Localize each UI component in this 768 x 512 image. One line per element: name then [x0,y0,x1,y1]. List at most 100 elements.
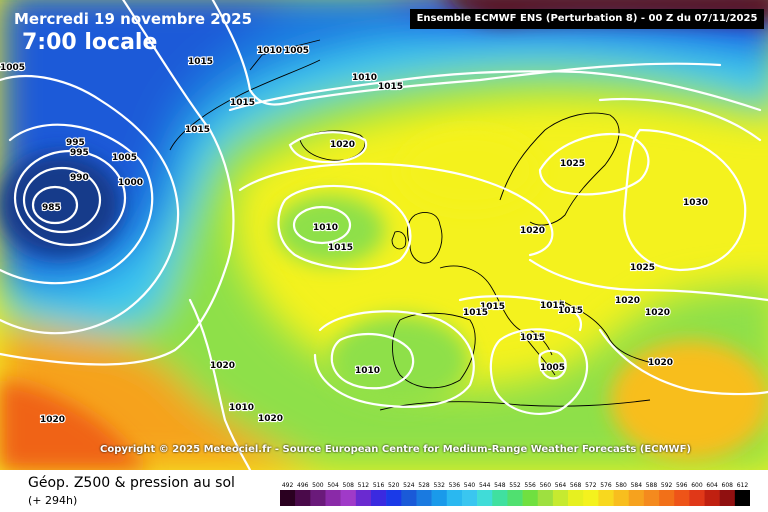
pressure-label: 1015 [185,125,210,135]
legend-label: 520 [388,482,400,489]
field-green-core-iberia [330,315,470,405]
legend-swatch [719,490,736,506]
legend-swatch [340,490,357,506]
isobar-1020-south [188,298,252,470]
coastline-british-isles [391,212,443,264]
legend-swatch [431,490,448,506]
forecast-date: Mercredi 19 novembre 2025 [14,10,253,28]
coastline-north-africa [379,399,651,411]
legend-swatch [598,490,614,506]
coastlines [169,39,661,411]
pressure-label: 1015 [540,301,565,311]
legend-label: 608 [722,482,734,489]
legend-label: 496 [297,482,309,489]
pressure-label: 1005 [540,363,565,373]
legend-label: 572 [585,482,597,489]
copyright-notice: Copyright © 2025 Meteociel.fr - Source E… [100,444,691,455]
legend-swatch [461,490,478,506]
legend-swatch [552,490,569,506]
legend-label: 524 [403,482,415,489]
legend-label: 600 [691,482,703,489]
legend-swatch [386,490,402,506]
pressure-label: 1015 [463,308,488,318]
field-orange-east [610,340,768,460]
legend-label: 560 [540,482,552,489]
isobar-1015-europe [458,295,583,332]
legend-label: 500 [312,482,324,489]
pressure-label: 1020 [210,361,235,371]
isobar-995 [13,149,127,247]
pressure-label: 1020 [520,226,545,236]
pressure-label: 1020 [330,140,355,150]
isobar-1010-atlantic [292,205,352,245]
legend-swatch [325,490,341,506]
legend-label: 576 [600,482,612,489]
legend-label: 552 [509,482,521,489]
isobars [0,0,768,470]
legend-swatch [659,490,675,506]
pressure-label: 1020 [615,296,640,306]
legend-swatch [583,490,599,506]
isobar-1020-central [238,162,554,257]
pressure-label: 1010 [355,366,380,376]
field-yellow-core-mid [400,130,540,210]
pressure-label: 995 [66,138,85,148]
legend-label: 548 [494,482,506,489]
legend-swatch [401,490,417,506]
legend-label: 536 [449,482,461,489]
legend-swatch [568,490,584,506]
pressure-label: 985 [42,203,61,213]
pressure-label: 1010 [352,73,377,83]
pressure-label: 1015 [328,243,353,253]
forecast-time: 7:00 locale [22,30,158,55]
color-legend: 492 496 500 504 508 512 516 520 524 528 532 536 540 5… [280,482,750,506]
legend-swatch [355,490,372,506]
legend-swatch [492,490,508,506]
legend-label: 492 [282,482,294,489]
isobar-1010-west [0,0,235,366]
legend-label: 508 [343,482,355,489]
legend-label: 568 [570,482,582,489]
isobar-1015-iberia [313,310,475,408]
pressure-label: 1005 [284,46,309,56]
legend-swatch [310,490,326,506]
parameter-title: Géop. Z500 & pression au sol [28,475,235,491]
isobar-1010-iberia [330,333,415,390]
pressure-label: 990 [70,173,89,183]
pressure-label: 1015 [520,333,545,343]
legend-label: 612 [737,482,749,489]
pressure-label: 1015 [558,306,583,316]
isobar-1015-west [211,0,722,106]
legend-label: 592 [661,482,673,489]
isobar-1005-med [538,349,567,380]
legend-swatch [446,490,463,506]
legend-swatch [522,490,539,506]
isobar-1025-east [598,97,762,142]
coastline-france-italy [439,265,556,376]
geopotential-field [0,0,768,470]
pressure-label: 1025 [630,263,655,273]
pressure-label: 1015 [378,82,403,92]
legend-label: 604 [706,482,718,489]
legend-label: 504 [327,482,339,489]
coastline-balkans [559,299,661,366]
legend-swatch [416,490,432,506]
coastline-scandinavia [499,112,620,226]
pressure-label: 1015 [188,57,213,67]
legend-swatch [613,490,630,506]
legend-label: 564 [555,482,567,489]
pressure-label: 995 [70,148,89,158]
pressure-label: 1020 [40,415,65,425]
isobar-1010-med [489,328,589,415]
pressure-label: 1025 [560,159,585,169]
legend-label: 540 [464,482,476,489]
model-run-info: Ensemble ECMWF ENS (Perturbation 8) - 00… [410,9,764,29]
isobar-1000 [0,123,154,285]
legend-swatch [537,490,554,506]
legend-label: 580 [615,482,627,489]
isobar-985 [31,185,79,225]
pressure-label: 1015 [230,98,255,108]
pressure-label: 1020 [648,358,673,368]
